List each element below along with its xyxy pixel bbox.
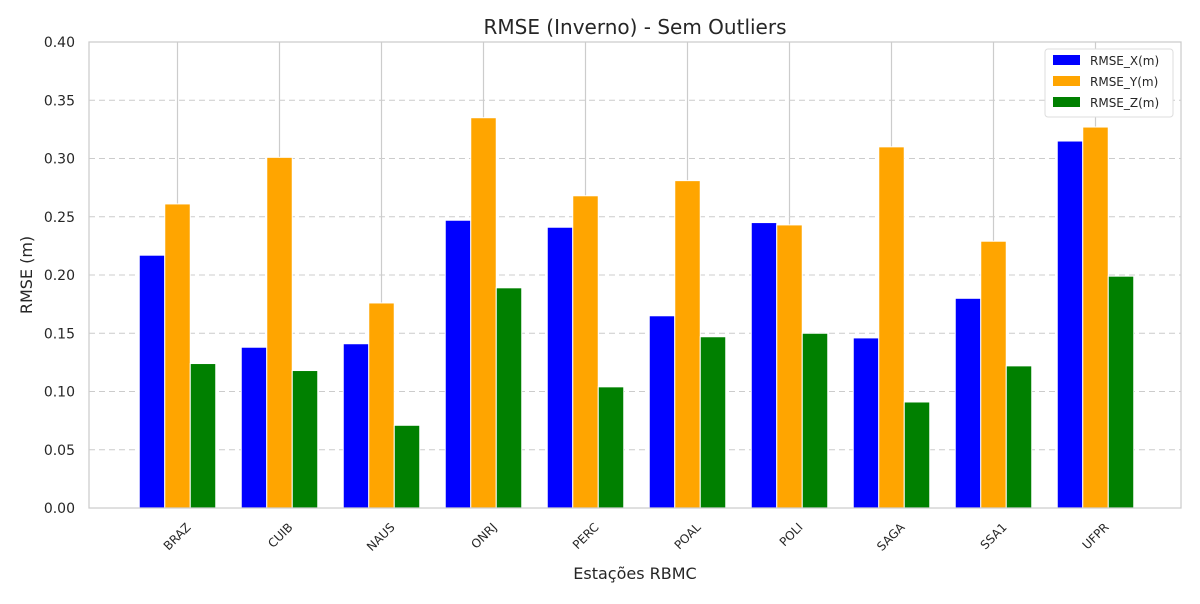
bar-rmsexm-cuib (240, 346, 268, 509)
x-tick-label: SAGA (874, 520, 908, 554)
bar-rmsezm-naus (393, 424, 421, 509)
bar-rmsezm-cuib (291, 370, 319, 509)
y-tick-label: 0.25 (44, 210, 75, 226)
chart-title: RMSE (Inverno) - Sem Outliers (483, 15, 786, 39)
bar-rmsexm-naus (342, 343, 370, 509)
bar-rmsexm-perc (546, 226, 574, 509)
bar-rmsezm-poal (699, 336, 727, 509)
legend-label: RMSE_Y(m) (1090, 75, 1158, 89)
x-axis-label: Estações RBMC (573, 564, 696, 583)
bar-rmseym-naus (368, 302, 395, 509)
x-tick-labels: BRAZ CUIB NAUS ONRJ PERC POAL POLI SAGA SSA1 UFPR (161, 520, 1112, 554)
bar-rmseym-ufpr (1082, 126, 1109, 509)
legend: RMSE_X(m) RMSE_Y(m) RMSE_Z(m) (1044, 48, 1174, 118)
y-tick-label: 0.15 (44, 326, 75, 342)
bars (138, 117, 1135, 509)
legend-label: RMSE_Z(m) (1090, 96, 1159, 110)
bar-rmsexm-ufpr (1056, 140, 1084, 509)
x-tick-label: POAL (672, 520, 704, 552)
x-tick-label: SSA1 (978, 520, 1010, 552)
y-tick-label: 0.00 (44, 501, 75, 517)
y-tick-label: 0.40 (44, 35, 75, 51)
y-axis-label: RMSE (m) (17, 236, 36, 314)
bar-rmsezm-perc (597, 386, 625, 509)
bar-rmseym-perc (572, 195, 599, 509)
x-tick-label: BRAZ (161, 520, 194, 553)
y-tick-label: 0.30 (44, 152, 75, 168)
bar-rmseym-poli (776, 224, 803, 509)
bar-rmseym-poal (674, 180, 701, 509)
y-tick-label: 0.10 (44, 385, 75, 401)
legend-swatch (1053, 76, 1080, 86)
bar-rmsexm-braz (138, 254, 166, 509)
bar-rmseym-braz (164, 203, 191, 509)
x-tick-label: UFPR (1080, 520, 1112, 552)
bar-rmsezm-ssa1 (1005, 365, 1033, 509)
y-tick-label: 0.20 (44, 268, 75, 284)
x-tick-label: CUIB (265, 520, 295, 550)
bar-rmseym-ssa1 (980, 240, 1007, 509)
bar-rmsexm-saga (852, 337, 880, 509)
bar-rmseym-saga (878, 146, 905, 509)
legend-label: RMSE_X(m) (1090, 54, 1159, 68)
y-tick-label: 0.05 (44, 443, 75, 459)
bar-rmsezm-ufpr (1107, 275, 1135, 509)
x-tick-label: PERC (570, 520, 602, 552)
bar-rmseym-cuib (266, 156, 293, 509)
bar-rmsexm-onrj (444, 219, 472, 509)
bar-rmseym-onrj (470, 117, 497, 509)
legend-swatch (1053, 97, 1080, 107)
y-tick-labels: 0.00 0.05 0.10 0.15 0.20 0.25 0.30 0.35 0.40 (44, 35, 75, 517)
y-tick-label: 0.35 (44, 93, 75, 109)
bar-rmsexm-poli (750, 222, 778, 509)
bar-rmsexm-poal (648, 315, 676, 509)
bar-rmsezm-onrj (495, 287, 523, 509)
legend-swatch (1053, 55, 1080, 65)
bar-rmsezm-braz (189, 363, 217, 509)
bar-rmsexm-ssa1 (954, 297, 982, 509)
bar-rmsezm-poli (801, 332, 829, 509)
x-tick-label: NAUS (364, 520, 398, 554)
x-tick-label: ONRJ (468, 520, 499, 551)
x-tick-label: POLI (777, 520, 806, 549)
bar-rmsezm-saga (903, 401, 931, 509)
plot-frame (88, 41, 1182, 509)
